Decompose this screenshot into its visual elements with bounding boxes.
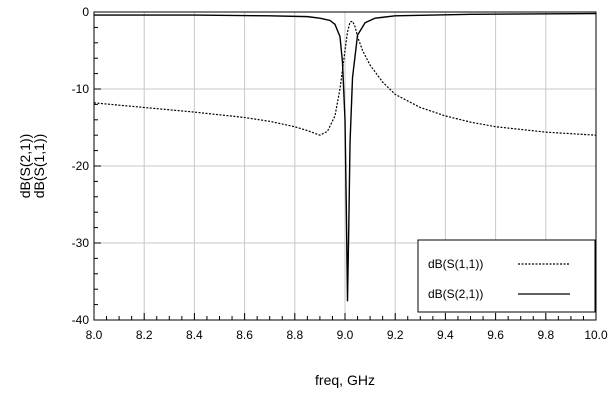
x-tick-labels: 8.0 8.2 8.4 8.6 8.8 9.0 9.2 9.4 9.6 9.8 10.0 (86, 328, 608, 342)
y-axis-label-line-2: dB(S(1,1)) (31, 134, 47, 199)
legend-box (417, 239, 596, 313)
y-tick-label: -30 (72, 236, 90, 250)
plot-frame (93, 11, 597, 321)
x-axis-label: freq, GHz (315, 372, 375, 388)
x-tick-label: 9.4 (437, 328, 454, 342)
y-axis-label-line-1: dB(S(2,1)) (17, 134, 33, 199)
x-tick-label: 8.0 (86, 328, 103, 342)
legend-label-s11: dB(S(1,1)) (428, 257, 483, 271)
y-axis-label: dB(S(2,1)) dB(S(1,1)) (17, 134, 47, 199)
series-layer (93, 12, 597, 302)
y-tick-label: -20 (72, 159, 90, 173)
y-tick-label: -10 (72, 82, 90, 96)
x-tick-label: 10.0 (584, 328, 608, 342)
series-line-s11 (93, 20, 597, 136)
x-tick-label: 8.2 (136, 328, 153, 342)
x-tick-label: 9.8 (537, 328, 554, 342)
x-tick-label: 8.4 (186, 328, 203, 342)
x-tick-label: 9.6 (487, 328, 504, 342)
x-tick-label: 8.6 (236, 328, 253, 342)
legend: dB(S(1,1)) dB(S(2,1)) (417, 239, 596, 313)
y-tick-label: 0 (82, 5, 89, 19)
y-tick-label: -40 (72, 313, 90, 327)
y-tick-labels: 0 -10 -20 -30 -40 (72, 5, 90, 327)
x-tick-label: 9.2 (387, 328, 404, 342)
x-tick-label: 9.0 (337, 328, 354, 342)
x-tick-label: 8.8 (286, 328, 303, 342)
legend-label-s21: dB(S(2,1)) (428, 287, 483, 301)
series-line-s21 (94, 12, 597, 302)
minor-ticks (93, 11, 597, 321)
